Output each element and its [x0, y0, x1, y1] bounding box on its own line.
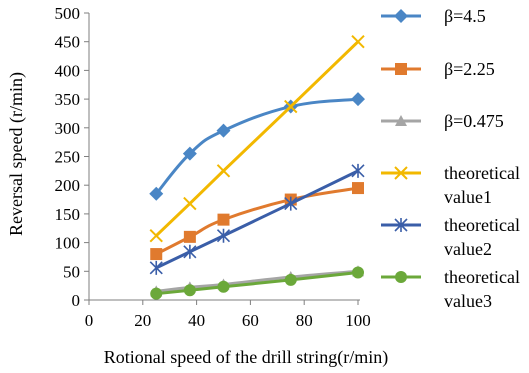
series-6 [150, 266, 364, 300]
data-point [183, 244, 197, 259]
legend-entry-4: theoretical value1 [381, 163, 520, 207]
legend-label: value3 [444, 291, 492, 311]
y-tick-label: 250 [55, 148, 81, 167]
legend-swatch-marker [394, 9, 408, 23]
data-point [182, 146, 197, 161]
data-point [352, 182, 364, 195]
legend-swatch-marker [395, 63, 407, 75]
legend-label: theoretical [444, 215, 520, 235]
series-2 [150, 182, 364, 261]
y-axis-title: Reversal speed (r/min) [6, 72, 27, 236]
legend-swatch-marker [395, 271, 407, 283]
legend-swatch-marker [394, 218, 408, 232]
data-point [183, 196, 197, 211]
y-tick-label: 450 [55, 33, 81, 52]
legend-swatch-marker [394, 166, 408, 180]
data-point [351, 163, 365, 178]
data-point [284, 99, 298, 114]
legend-label: value2 [444, 239, 492, 259]
data-point [183, 284, 196, 297]
y-tick-label: 150 [55, 205, 81, 224]
legend-label: β=0.475 [444, 111, 504, 131]
data-point [284, 196, 298, 211]
data-point [352, 266, 364, 279]
data-point [351, 34, 365, 49]
y-tick-label: 500 [55, 4, 81, 23]
data-point [217, 280, 230, 293]
x-tick-label: 40 [188, 311, 205, 330]
y-tick-label: 50 [63, 262, 80, 281]
legend-entry-3: β=0.475 [381, 111, 504, 131]
series-4 [149, 34, 365, 243]
legend-entry-1: β=4.5 [381, 6, 486, 26]
data-point [149, 260, 163, 275]
data-point [150, 287, 163, 300]
data-point [351, 92, 365, 107]
data-point [216, 123, 231, 138]
x-tick-label: 80 [296, 311, 313, 330]
data-point [284, 273, 297, 286]
y-tick-label: 0 [72, 291, 81, 310]
y-tick-label: 300 [55, 119, 81, 138]
legend-entry-2: β=2.25 [381, 59, 495, 79]
legend-entry-6: theoretical value3 [381, 267, 520, 311]
x-tick-label: 60 [242, 311, 259, 330]
data-point [217, 213, 230, 226]
x-tick-label: 20 [134, 311, 151, 330]
data-point [150, 248, 163, 261]
data-point [183, 230, 196, 243]
series-layer [149, 34, 365, 300]
legend: β=4.5β=2.25β=0.475theoreticalvalue1theor… [381, 6, 520, 311]
data-point [216, 164, 231, 178]
legend-label: β=4.5 [444, 6, 486, 26]
x-axis-title: Rotional speed of the drill string(r/min… [104, 347, 388, 368]
data-point [216, 228, 231, 243]
legend-entry-5: theoretical value2 [381, 215, 520, 259]
legend-label: theoretical [444, 163, 520, 183]
y-tick-label: 400 [55, 61, 81, 80]
y-tick-label: 100 [55, 234, 81, 253]
series-line [155, 169, 359, 270]
data-point [149, 229, 163, 243]
axes: 0 50 100 150 200 250 300 350 400 450 500 0 20 40 60 80 1… [55, 4, 371, 330]
data-point [149, 186, 164, 201]
legend-label: β=2.25 [444, 59, 495, 79]
legend-swatch-marker [395, 115, 407, 126]
x-tick-label: 0 [85, 311, 94, 330]
legend-label: value1 [444, 187, 492, 207]
x-tick-label: 100 [345, 311, 371, 330]
y-tick-label: 350 [55, 90, 81, 109]
legend-label: theoretical [444, 267, 520, 287]
series-line [155, 97, 359, 195]
series-5 [149, 163, 365, 275]
y-tick-label: 200 [55, 176, 81, 195]
